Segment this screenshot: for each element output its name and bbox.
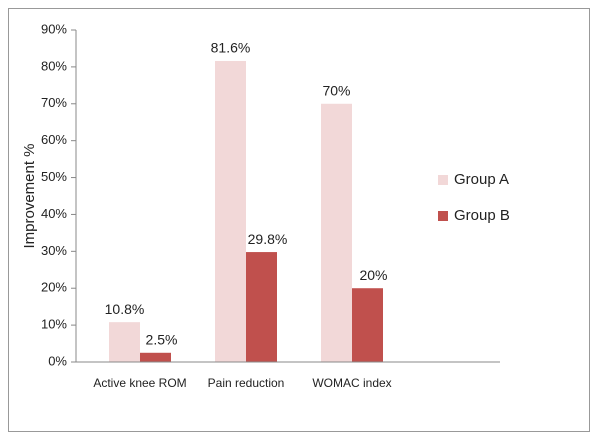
x-tick-label: Pain reduction [208, 376, 285, 390]
chart-border [8, 8, 590, 432]
y-tick-label: 20% [41, 280, 67, 295]
data-label: 70% [322, 82, 350, 98]
bar [109, 322, 140, 362]
y-tick-label: 30% [41, 243, 67, 258]
y-axis-label: Improvement % [21, 143, 38, 248]
data-label: 10.8% [105, 301, 145, 317]
y-tick-label: 40% [41, 206, 67, 221]
bar [140, 352, 171, 362]
x-tick-label: WOMAC index [312, 376, 391, 390]
y-tick-label: 70% [41, 95, 67, 110]
y-tick-label: 90% [41, 21, 67, 36]
legend-swatch [438, 211, 448, 221]
bar [246, 252, 277, 362]
data-label: 2.5% [146, 331, 178, 347]
y-tick-label: 0% [48, 353, 67, 368]
legend-label: Group B [454, 207, 510, 224]
bar [215, 60, 246, 363]
data-label: 29.8% [248, 231, 288, 247]
legend-label: Group A [454, 171, 509, 188]
data-label: 81.6% [211, 40, 251, 56]
y-tick-label: 80% [41, 58, 67, 73]
data-label: 20% [359, 267, 387, 283]
bar [321, 103, 352, 363]
legend-swatch [438, 175, 448, 185]
y-tick-label: 60% [41, 132, 67, 147]
y-tick-label: 10% [41, 317, 67, 332]
bar [352, 288, 383, 362]
x-tick-label: Active knee ROM [93, 376, 186, 390]
y-tick-label: 50% [41, 169, 67, 184]
